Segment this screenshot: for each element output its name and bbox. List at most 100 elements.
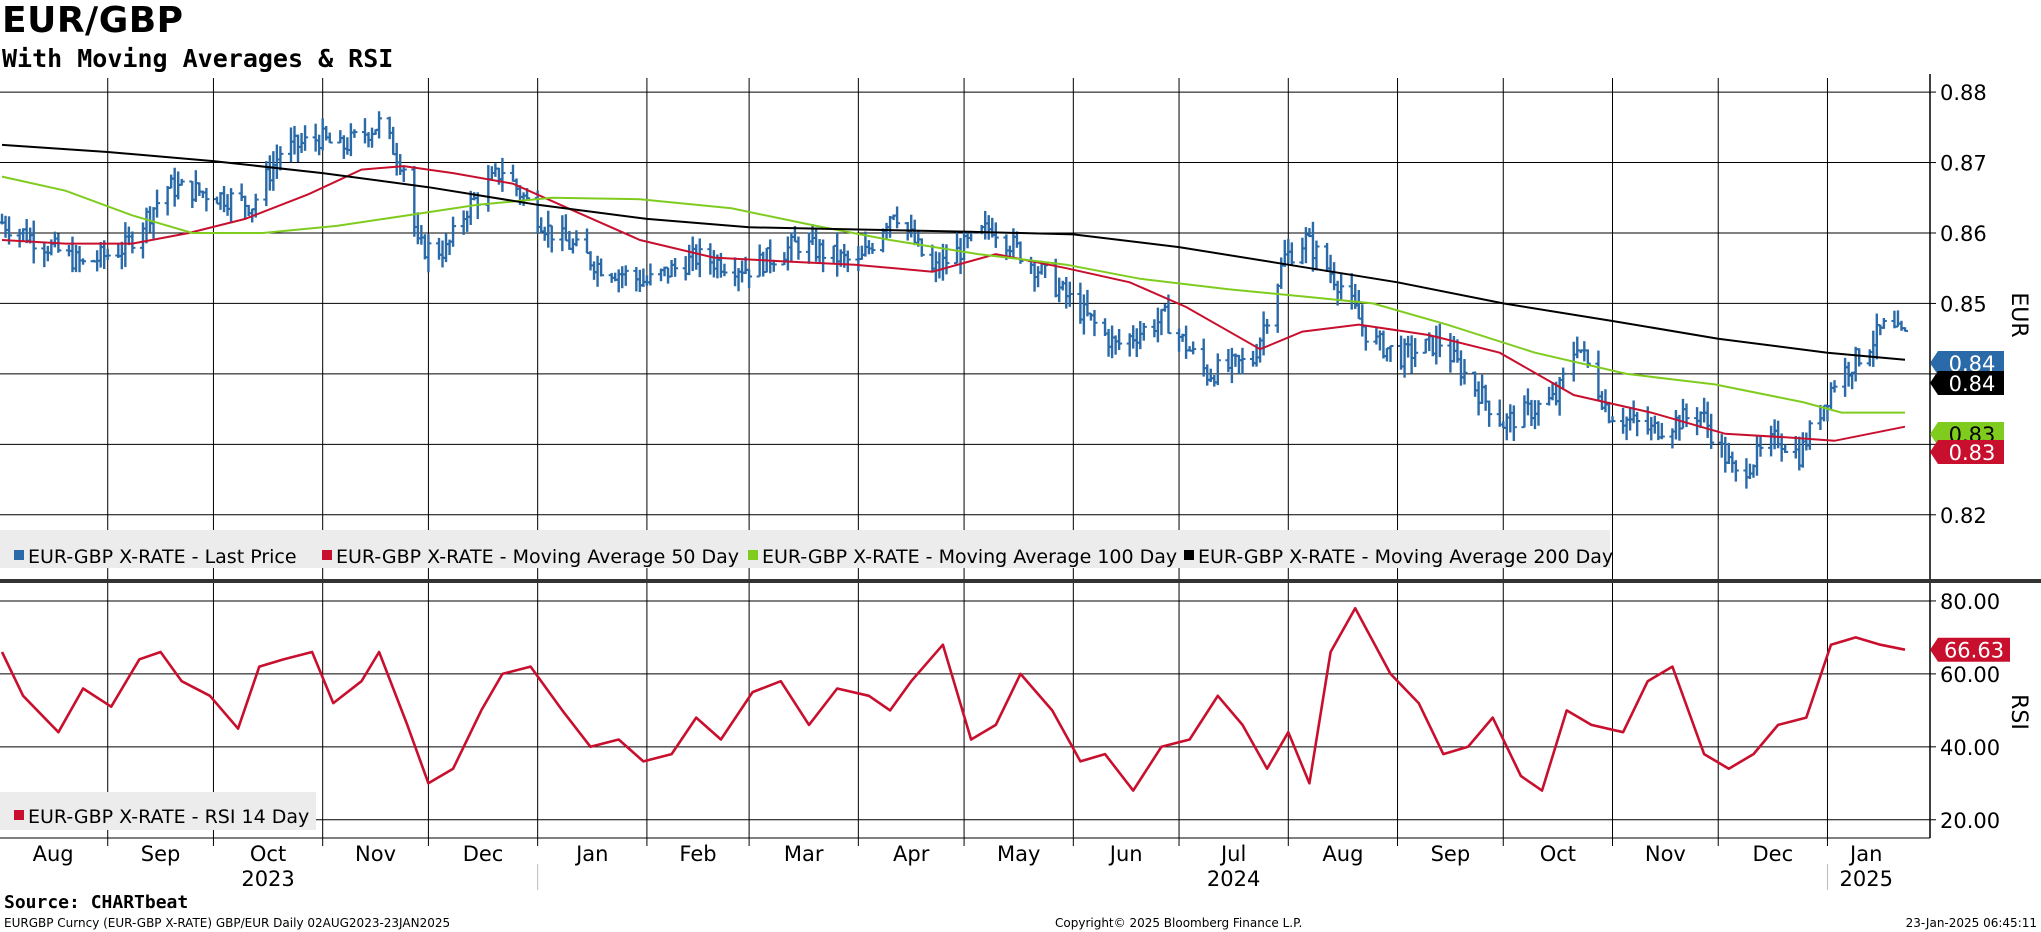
price-bar: [562, 214, 569, 242]
legend-item: EUR-GBP X-RATE - Moving Average 200 Day: [1184, 546, 1613, 568]
price-bar: [643, 275, 650, 286]
price-bar: [287, 127, 294, 163]
price-bar: [869, 242, 876, 254]
price-bar: [1806, 420, 1813, 450]
price-bar: [270, 151, 277, 191]
price-bar: [1849, 371, 1856, 390]
price-bar: [1408, 335, 1415, 374]
price-bar: [1556, 376, 1563, 416]
x-tick-label: Dec: [1753, 842, 1794, 866]
x-tick-label: Nov: [1645, 842, 1686, 866]
price-bar: [717, 252, 724, 278]
source-note: Source: CHARTbeat: [4, 892, 189, 913]
price-bar: [1743, 458, 1750, 489]
x-tick-label: Oct: [250, 842, 286, 866]
price-bar: [171, 167, 178, 207]
price-bar: [464, 210, 471, 232]
price-bar: [242, 195, 249, 220]
price-bar: [1066, 281, 1073, 307]
price-bar: [168, 174, 175, 189]
price-bar: [1422, 338, 1429, 354]
price-bar: [1574, 336, 1581, 359]
price-bar: [400, 165, 407, 182]
price-bar: [1239, 347, 1246, 375]
price-bar: [964, 231, 971, 249]
price-bar: [932, 251, 939, 283]
price-bar: [1718, 434, 1725, 458]
price-bar: [196, 182, 203, 196]
price-bar: [957, 238, 964, 275]
price-bar: [203, 187, 210, 212]
price-bar: [929, 244, 936, 272]
price-bar: [1803, 432, 1810, 451]
price-bar: [1880, 317, 1887, 329]
price-bar: [1190, 341, 1197, 355]
price-bar: [1479, 374, 1486, 404]
price-bar: [390, 126, 397, 156]
price-bar: [583, 228, 590, 255]
price-bar: [619, 266, 626, 289]
price-bar: [1264, 318, 1271, 334]
price-bar: [746, 268, 753, 289]
x-tick-label: Aug: [33, 842, 74, 866]
price-bar: [1130, 325, 1137, 349]
x-year-label: 2023: [241, 867, 294, 890]
price-bar: [41, 241, 48, 268]
price-bar: [1898, 320, 1905, 331]
price-bar: [1207, 368, 1214, 383]
price-bar: [936, 252, 943, 279]
price-bar: [319, 118, 326, 151]
price-bar: [1327, 254, 1334, 284]
price-bar: [1211, 374, 1218, 387]
legend-swatch: [748, 550, 758, 560]
y-axis-title-rsi: RSI: [2006, 694, 2031, 730]
price-bar: [393, 142, 400, 176]
price-bar: [118, 241, 125, 270]
price-bar: [1362, 325, 1369, 351]
price-bar: [1383, 347, 1390, 362]
legend-swatch: [1184, 550, 1194, 560]
price-bar: [591, 261, 598, 280]
y-tick-label: 0.85: [1940, 292, 1987, 316]
price-bar: [545, 210, 552, 248]
price-bar: [189, 180, 196, 209]
price-bar: [439, 240, 446, 268]
legend-label: EUR-GBP X-RATE - Moving Average 100 Day: [762, 546, 1177, 568]
price-bar: [566, 230, 573, 250]
price-bar: [291, 125, 298, 155]
price-bar: [509, 164, 516, 182]
price-bar: [122, 222, 129, 268]
price-bar: [1782, 444, 1789, 453]
price-bar: [1204, 364, 1211, 386]
last-value-text: 0.83: [1949, 441, 1996, 465]
price-bar: [129, 231, 136, 254]
price-bar: [217, 192, 224, 210]
price-bar: [1672, 410, 1679, 440]
price-bar: [1870, 330, 1877, 367]
legend-swatch: [322, 550, 332, 560]
price-bar: [316, 134, 323, 156]
last-value-label: 0.83: [1930, 440, 2004, 465]
price-bar: [361, 118, 368, 144]
legend-item: EUR-GBP X-RATE - RSI 14 Day: [14, 806, 309, 828]
price-bar: [668, 259, 675, 278]
price-bar: [351, 129, 358, 138]
price-bar: [1433, 325, 1440, 365]
y-tick-label: 20.00: [1940, 809, 2000, 833]
price-bar: [573, 230, 580, 247]
price-bar: [467, 190, 474, 225]
price-bar: [985, 215, 992, 240]
price-bar: [1334, 280, 1341, 306]
price-bar: [696, 238, 703, 278]
chart-subtitle: With Moving Averages & RSI: [2, 44, 394, 73]
price-bar: [816, 239, 823, 264]
price-bar: [1200, 338, 1207, 377]
price-bar: [767, 239, 774, 274]
price-bar: [1831, 380, 1838, 393]
price-bar: [1535, 400, 1542, 426]
last-value-label: 66.63: [1930, 637, 2010, 663]
legend-item: EUR-GBP X-RATE - Last Price: [14, 546, 297, 568]
price-bar: [418, 225, 425, 245]
price-bar: [302, 125, 309, 151]
price-bar: [686, 244, 693, 276]
